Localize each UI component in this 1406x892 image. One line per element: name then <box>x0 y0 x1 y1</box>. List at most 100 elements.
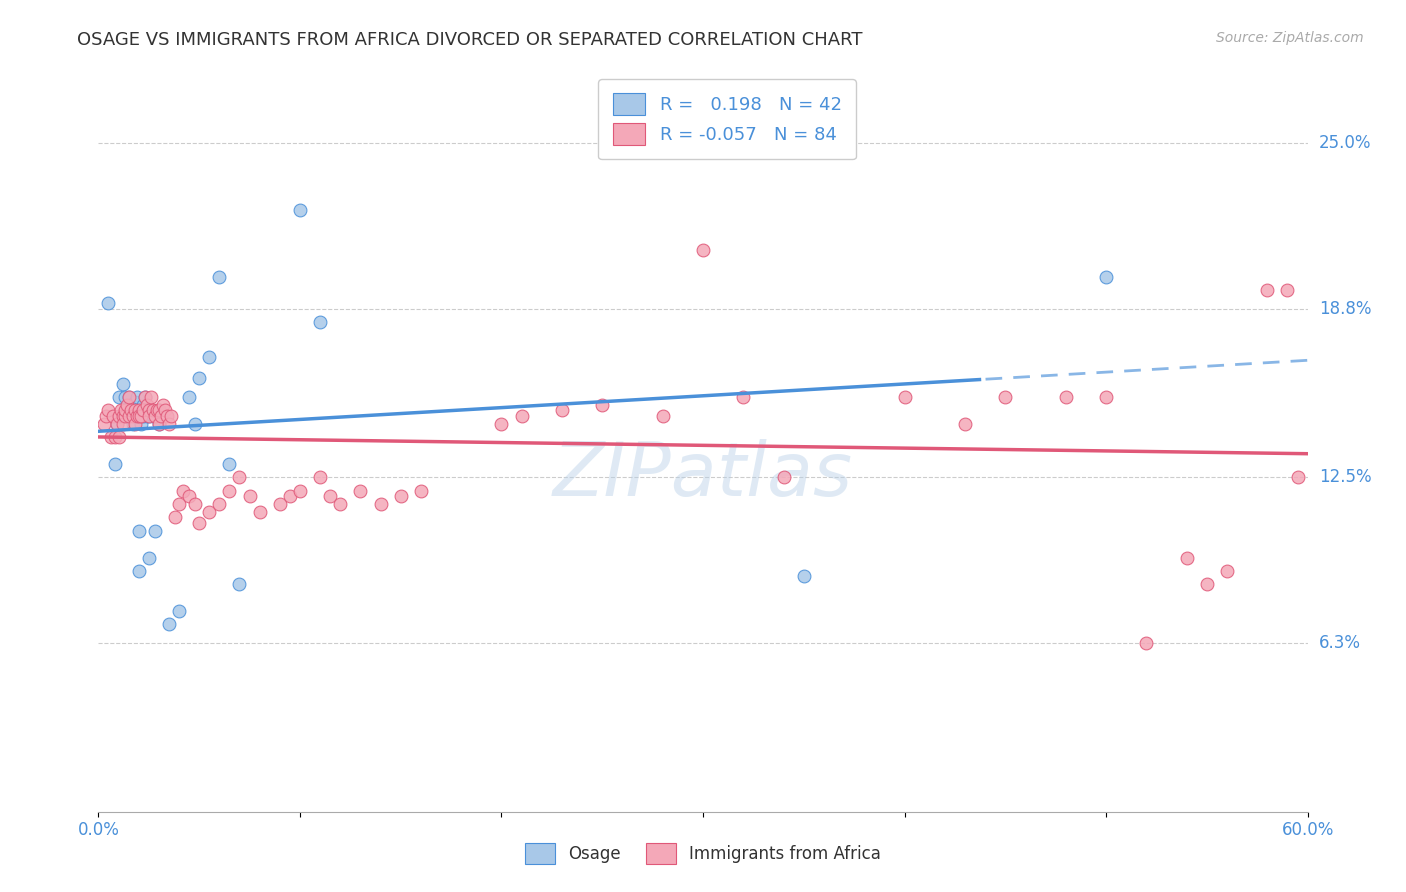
Point <box>149 409 172 423</box>
Point <box>128 564 150 578</box>
Point <box>148 403 170 417</box>
Point <box>138 409 160 423</box>
Point <box>184 497 207 511</box>
Point <box>1286 470 1309 484</box>
Point <box>208 269 231 284</box>
Point <box>1135 636 1157 650</box>
Point <box>135 403 157 417</box>
Point <box>1216 564 1239 578</box>
Point <box>288 202 311 217</box>
Point <box>128 409 150 423</box>
Point <box>138 403 160 417</box>
Point <box>188 371 211 385</box>
Point <box>97 403 120 417</box>
Point <box>138 550 160 565</box>
Point <box>124 417 146 431</box>
Point <box>1256 283 1278 297</box>
Point <box>138 403 160 417</box>
Point <box>142 409 165 423</box>
Point <box>97 296 120 310</box>
Point <box>96 409 118 423</box>
Point <box>152 398 174 412</box>
Point <box>179 390 201 404</box>
Point <box>208 497 231 511</box>
Point <box>994 390 1017 404</box>
Point <box>349 483 371 498</box>
Point <box>114 409 136 423</box>
Point <box>103 430 125 444</box>
Point <box>228 470 250 484</box>
Point <box>115 403 138 417</box>
Point <box>138 409 160 423</box>
Legend: Osage, Immigrants from Africa: Osage, Immigrants from Africa <box>519 837 887 871</box>
Point <box>132 398 155 412</box>
Point <box>142 403 165 417</box>
Point <box>125 409 148 423</box>
Point <box>114 403 136 417</box>
Point <box>551 403 574 417</box>
Point <box>163 510 186 524</box>
Point <box>153 403 176 417</box>
Text: 6.3%: 6.3% <box>1319 634 1361 652</box>
Point <box>143 524 166 538</box>
Point <box>1175 550 1198 565</box>
Point <box>148 403 170 417</box>
Point <box>651 409 673 423</box>
Point <box>491 417 513 431</box>
Point <box>120 398 142 412</box>
Text: 12.5%: 12.5% <box>1319 468 1371 486</box>
Point <box>157 417 180 431</box>
Point <box>269 497 291 511</box>
Point <box>128 403 150 417</box>
Point <box>1095 390 1118 404</box>
Text: OSAGE VS IMMIGRANTS FROM AFRICA DIVORCED OR SEPARATED CORRELATION CHART: OSAGE VS IMMIGRANTS FROM AFRICA DIVORCED… <box>77 31 863 49</box>
Point <box>129 417 152 431</box>
Point <box>143 409 166 423</box>
Point <box>288 483 311 498</box>
Point <box>124 403 146 417</box>
Point <box>156 409 179 423</box>
Point <box>148 417 170 431</box>
Point <box>107 409 129 423</box>
Point <box>135 409 157 423</box>
Text: 18.8%: 18.8% <box>1319 300 1371 318</box>
Point <box>184 417 207 431</box>
Point <box>1095 269 1118 284</box>
Point <box>114 390 136 404</box>
Point <box>1277 283 1299 297</box>
Point <box>135 398 157 412</box>
Point <box>120 403 142 417</box>
Point <box>125 390 148 404</box>
Point <box>134 390 156 404</box>
Point <box>370 497 392 511</box>
Point <box>124 395 146 409</box>
Point <box>167 604 190 618</box>
Text: 25.0%: 25.0% <box>1319 134 1371 152</box>
Point <box>139 390 162 404</box>
Point <box>510 409 533 423</box>
Point <box>309 315 332 329</box>
Text: ZIPatlas: ZIPatlas <box>553 439 853 510</box>
Point <box>124 409 146 423</box>
Point <box>107 390 129 404</box>
Point <box>198 505 221 519</box>
Point <box>121 409 143 423</box>
Point <box>409 483 432 498</box>
Point <box>172 483 194 498</box>
Point <box>692 243 714 257</box>
Point <box>129 409 152 423</box>
Point <box>105 417 128 431</box>
Point <box>128 524 150 538</box>
Point <box>319 489 342 503</box>
Point <box>101 409 124 423</box>
Point <box>118 390 141 404</box>
Point <box>329 497 352 511</box>
Point <box>111 376 134 391</box>
Point <box>93 417 115 431</box>
Point <box>105 417 128 431</box>
Point <box>249 505 271 519</box>
Point <box>121 417 143 431</box>
Point <box>179 489 201 503</box>
Point <box>1054 390 1077 404</box>
Point <box>953 417 976 431</box>
